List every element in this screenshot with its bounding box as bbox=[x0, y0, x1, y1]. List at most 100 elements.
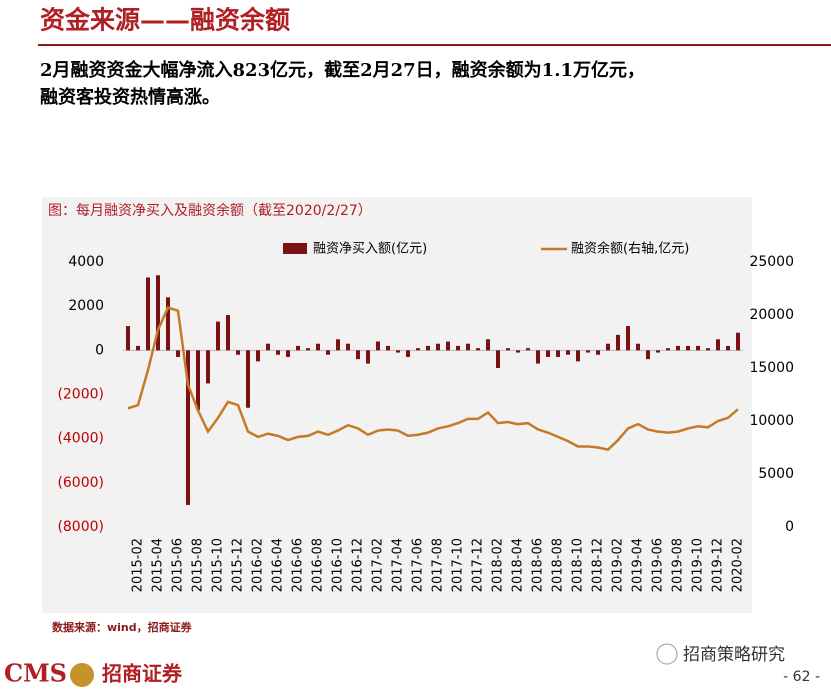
bar bbox=[196, 350, 200, 410]
bar bbox=[316, 343, 320, 351]
page-title: 资金来源——融资余额 bbox=[40, 6, 290, 35]
x-tick-label: 2020-02 bbox=[731, 538, 746, 592]
legend-label: 融资余额(右轴,亿元) bbox=[571, 241, 689, 257]
bar bbox=[346, 343, 350, 351]
body-line: 2月融资资金大幅净流入823亿元，截至2月27日，融资余额为1.1万亿元， bbox=[40, 59, 645, 81]
bar bbox=[376, 341, 380, 351]
bar bbox=[636, 343, 640, 351]
x-tick-label: 2016-10 bbox=[331, 538, 346, 592]
bar bbox=[246, 350, 250, 408]
bar bbox=[696, 345, 700, 351]
y2-tick-label: 5000 bbox=[758, 466, 794, 482]
y-tick-label: 0 bbox=[95, 342, 104, 358]
bar bbox=[126, 326, 130, 351]
y2-tick-label: 25000 bbox=[749, 254, 794, 270]
bar bbox=[296, 345, 300, 351]
logo-icon bbox=[70, 663, 94, 687]
bar bbox=[436, 343, 440, 351]
bar bbox=[166, 297, 170, 351]
chart-title: 图：每月融资净买入及融资余额（截至2020/2/27） bbox=[48, 202, 372, 219]
bar bbox=[686, 345, 690, 351]
bar bbox=[366, 350, 370, 364]
bar bbox=[406, 350, 410, 357]
bar bbox=[606, 343, 610, 351]
x-tick-label: 2015-02 bbox=[131, 538, 146, 592]
y-tick-label: (4000) bbox=[57, 431, 104, 447]
x-tick-label: 2016-12 bbox=[351, 538, 366, 592]
x-tick-label: 2019-04 bbox=[631, 538, 646, 592]
bar bbox=[146, 277, 150, 351]
bar bbox=[596, 350, 600, 355]
line bbox=[127, 306, 739, 451]
source: 数据来源：wind，招商证券 bbox=[52, 620, 193, 634]
bar bbox=[266, 343, 270, 351]
x-tick-label: 2016-06 bbox=[291, 538, 306, 592]
bar bbox=[426, 345, 430, 351]
bar bbox=[566, 350, 570, 355]
bar bbox=[276, 350, 280, 355]
page-number: - 62 - bbox=[783, 669, 820, 685]
x-tick-label: 2018-02 bbox=[491, 538, 506, 592]
bar bbox=[236, 350, 240, 355]
bar bbox=[396, 350, 400, 353]
bar bbox=[336, 339, 340, 351]
bar bbox=[726, 345, 730, 351]
bar bbox=[456, 345, 460, 351]
wechat-name: 招商策略研究 bbox=[683, 645, 785, 665]
x-tick-label: 2016-04 bbox=[271, 538, 286, 592]
bar bbox=[516, 350, 520, 353]
bar bbox=[446, 341, 450, 351]
x-tick-label: 2017-06 bbox=[411, 538, 426, 592]
bar bbox=[216, 321, 220, 351]
bar bbox=[466, 343, 470, 351]
body-line: 融资客投资热情高涨。 bbox=[40, 86, 220, 108]
y-tick-label: (8000) bbox=[57, 519, 104, 535]
bar bbox=[386, 345, 390, 351]
bar bbox=[716, 339, 720, 351]
bar bbox=[306, 348, 310, 351]
bar bbox=[206, 350, 210, 384]
bar bbox=[186, 350, 190, 505]
x-tick-label: 2015-12 bbox=[231, 538, 246, 592]
legend-label: 融资净买入额(亿元) bbox=[313, 242, 427, 257]
wechat-icon bbox=[656, 643, 678, 665]
bar bbox=[506, 348, 510, 351]
x-tick-label: 2015-08 bbox=[191, 538, 206, 592]
bar bbox=[526, 348, 530, 351]
bar bbox=[356, 350, 360, 360]
bar bbox=[736, 332, 740, 351]
bar bbox=[286, 350, 290, 357]
y-tick-label: 4000 bbox=[68, 254, 104, 270]
y2-tick-label: 0 bbox=[785, 519, 794, 535]
y2-tick-label: 20000 bbox=[749, 307, 794, 323]
x-tick-label: 2018-10 bbox=[571, 538, 586, 592]
x-tick-label: 2018-06 bbox=[531, 538, 546, 592]
y2-tick-label: 10000 bbox=[749, 413, 794, 429]
y-tick-label: 2000 bbox=[68, 298, 104, 314]
x-tick-label: 2017-12 bbox=[471, 538, 486, 592]
bar bbox=[616, 334, 620, 351]
bar bbox=[676, 345, 680, 351]
x-tick-label: 2018-08 bbox=[551, 538, 566, 592]
bar bbox=[486, 339, 490, 351]
x-tick-label: 2018-04 bbox=[511, 538, 526, 592]
bar bbox=[476, 348, 480, 351]
x-tick-label: 2017-08 bbox=[431, 538, 446, 592]
bar bbox=[226, 315, 230, 351]
bar bbox=[546, 350, 550, 357]
bar bbox=[586, 350, 590, 353]
x-tick-label: 2019-08 bbox=[671, 538, 686, 592]
y-tick-label: (2000) bbox=[57, 387, 104, 403]
bar bbox=[536, 350, 540, 364]
bar bbox=[326, 350, 330, 355]
bar bbox=[706, 348, 710, 351]
bar bbox=[576, 350, 580, 362]
x-tick-label: 2018-12 bbox=[591, 538, 606, 592]
bar bbox=[176, 350, 180, 357]
x-tick-label: 2015-10 bbox=[211, 538, 226, 592]
bar bbox=[556, 350, 560, 357]
bar bbox=[156, 275, 160, 351]
x-tick-label: 2017-04 bbox=[391, 538, 406, 592]
x-tick-label: 2015-04 bbox=[151, 538, 166, 592]
